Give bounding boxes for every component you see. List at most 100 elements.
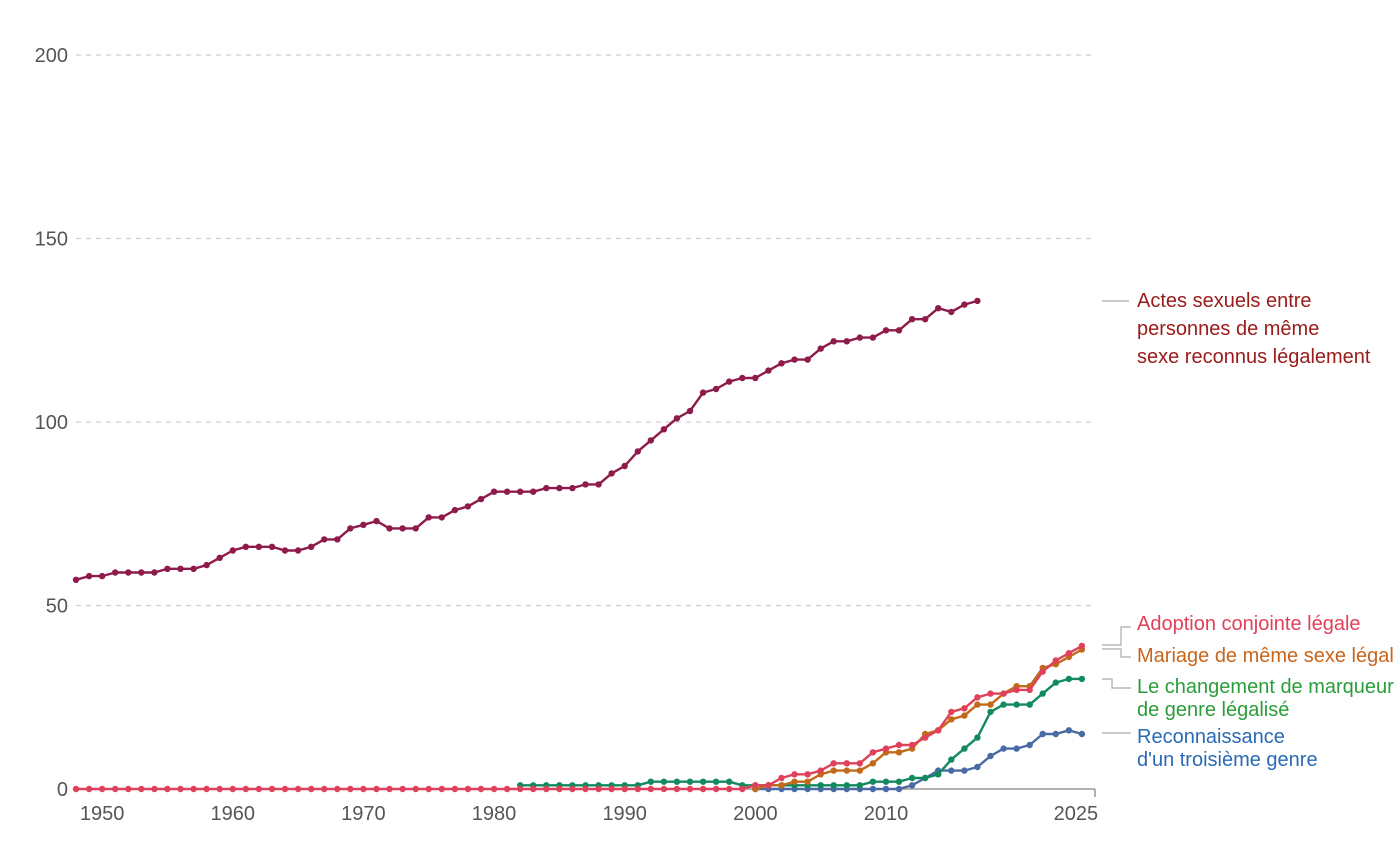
data-point	[895, 749, 903, 756]
series-line-same_sex_marriage	[754, 648, 1083, 791]
data-point	[268, 543, 276, 550]
data-point	[856, 782, 863, 789]
data-point	[843, 782, 850, 789]
label-connector	[1102, 648, 1131, 658]
data-point	[321, 536, 328, 543]
data-point	[255, 543, 263, 550]
data-point	[778, 360, 785, 367]
data-point	[229, 785, 236, 793]
data-point	[778, 782, 785, 789]
data-point	[974, 297, 981, 305]
data-point	[386, 525, 393, 532]
data-point	[948, 716, 955, 723]
data-point	[935, 771, 942, 778]
series-label-text: Reconnaissance	[1137, 726, 1285, 748]
data-point	[1039, 690, 1046, 697]
data-point	[922, 774, 929, 782]
data-point	[334, 536, 341, 543]
data-point	[164, 565, 171, 572]
data-point	[882, 745, 890, 752]
data-point	[699, 785, 707, 793]
data-point	[569, 785, 576, 793]
data-point	[1000, 745, 1007, 752]
data-point	[948, 308, 955, 316]
data-point	[948, 756, 955, 763]
data-point	[112, 785, 119, 793]
y-tick-label: 50	[46, 596, 68, 618]
data-point	[895, 327, 903, 334]
data-point	[268, 785, 276, 793]
data-point	[895, 785, 903, 793]
data-point	[1000, 701, 1007, 708]
data-point	[974, 694, 981, 701]
data-point	[1000, 690, 1007, 697]
series-label-text: d'un troisième genre	[1137, 749, 1318, 771]
data-point	[399, 525, 406, 532]
data-point	[203, 561, 210, 569]
data-point	[347, 785, 354, 793]
y-tick-label: 100	[35, 412, 68, 434]
series-line-gender_marker	[520, 677, 1082, 787]
data-point	[477, 495, 485, 503]
data-point	[712, 785, 720, 793]
data-point	[830, 782, 837, 789]
data-point	[686, 785, 694, 793]
x-tick-label: 1960	[211, 803, 256, 825]
data-point	[882, 327, 890, 334]
data-point	[908, 782, 916, 789]
data-point	[1078, 675, 1086, 683]
data-point	[112, 569, 119, 576]
x-tick-label: 1980	[472, 803, 517, 825]
data-point	[712, 385, 720, 393]
data-point	[869, 778, 877, 785]
data-point	[190, 565, 197, 572]
data-point	[477, 785, 485, 793]
data-point	[1039, 668, 1046, 675]
data-point	[373, 785, 380, 793]
data-point	[582, 785, 589, 793]
data-point	[98, 572, 106, 580]
data-point	[830, 338, 837, 345]
data-point	[177, 565, 184, 572]
data-point	[621, 785, 628, 793]
series-line-same_sex_acts	[75, 299, 978, 581]
series-labels: Actes sexuels entre personnes de même sexe…	[1102, 290, 1394, 771]
data-point	[490, 785, 498, 793]
series-joint_adoption	[72, 642, 1086, 793]
data-point	[804, 771, 811, 778]
data-point	[869, 785, 877, 793]
data-point	[530, 488, 537, 495]
data-point	[373, 517, 380, 525]
data-point	[804, 778, 811, 785]
data-point	[1026, 741, 1033, 749]
data-point	[464, 785, 472, 793]
series-line-joint_adoption	[76, 644, 1083, 791]
data-point	[856, 760, 863, 767]
data-point	[530, 785, 537, 793]
data-point	[203, 785, 210, 793]
data-point	[961, 745, 968, 752]
data-point	[765, 367, 772, 374]
data-point	[843, 338, 850, 345]
label-joint_adoption: Adoption conjointe légale	[1102, 613, 1361, 646]
data-point	[791, 356, 798, 363]
data-point	[895, 778, 903, 785]
series-label-text: Actes sexuels entre	[1137, 290, 1312, 312]
data-point	[386, 785, 393, 793]
y-tick-label: 150	[35, 229, 68, 251]
data-point	[908, 316, 916, 323]
data-point	[334, 785, 341, 793]
label-connector	[1102, 678, 1131, 689]
data-point	[1013, 745, 1020, 752]
data-point	[1052, 730, 1060, 738]
data-point	[817, 782, 824, 789]
data-point	[869, 749, 877, 756]
data-point	[412, 785, 419, 793]
data-point	[177, 785, 184, 793]
data-point	[908, 774, 916, 782]
data-point	[438, 785, 445, 793]
data-point	[856, 767, 863, 774]
data-point	[791, 778, 798, 785]
data-point	[961, 705, 968, 712]
